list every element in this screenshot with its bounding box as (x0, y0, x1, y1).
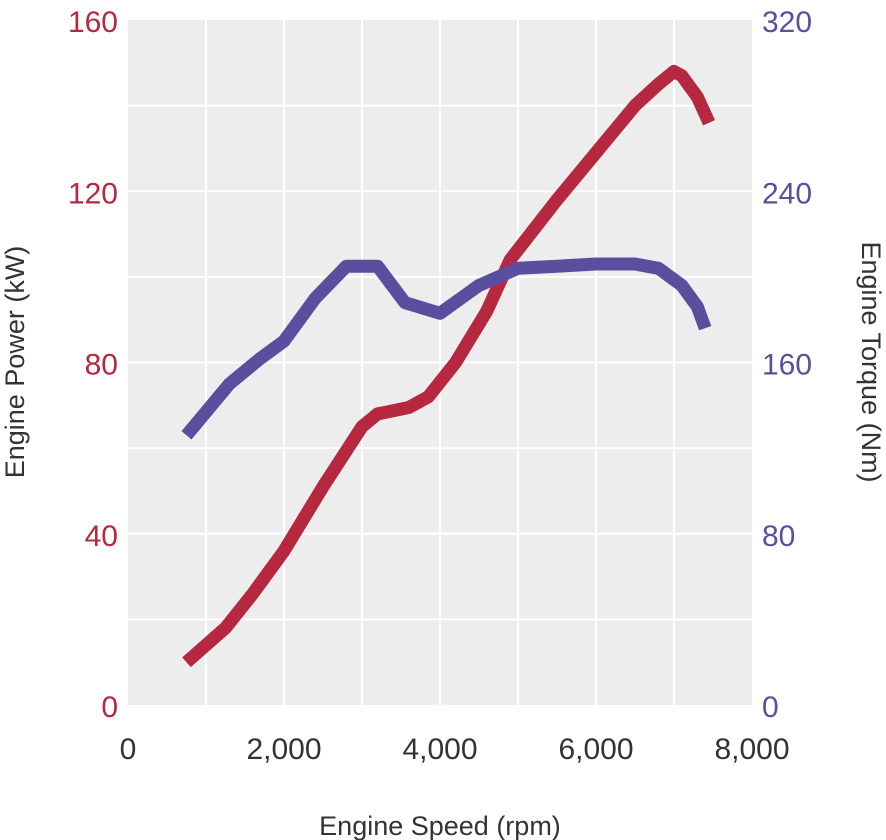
x-tick-label: 8,000 (714, 733, 789, 766)
y-left-tick-label: 40 (85, 520, 118, 553)
series-layer (181, 64, 716, 668)
y-left-axis-title: Engine Power (kW) (0, 246, 30, 479)
y-right-axis-title: Engine Torque (Nm) (856, 241, 886, 482)
y-left-tick-label: 160 (68, 6, 118, 39)
y-right-tick-label: 160 (762, 349, 812, 382)
power-series-line (182, 64, 716, 668)
tick-labels: 0 2,000 4,000 6,000 8,000 0 40 80 120 160 0 80 160 24… (68, 6, 812, 766)
x-tick-label: 0 (120, 733, 137, 766)
y-left-tick-label: 120 (68, 177, 118, 210)
x-tick-label: 2,000 (246, 733, 321, 766)
torque-series-line (181, 257, 712, 440)
y-left-tick-label: 0 (101, 691, 118, 724)
grid-lines (128, 20, 752, 705)
y-right-tick-label: 80 (762, 520, 795, 553)
x-tick-label: 6,000 (558, 733, 633, 766)
y-left-tick-label: 80 (85, 349, 118, 382)
y-right-tick-label: 320 (762, 6, 812, 39)
y-right-tick-label: 240 (762, 177, 812, 210)
y-right-tick-label: 0 (762, 691, 779, 724)
x-tick-label: 4,000 (402, 733, 477, 766)
x-axis-title: Engine Speed (rpm) (319, 811, 561, 840)
